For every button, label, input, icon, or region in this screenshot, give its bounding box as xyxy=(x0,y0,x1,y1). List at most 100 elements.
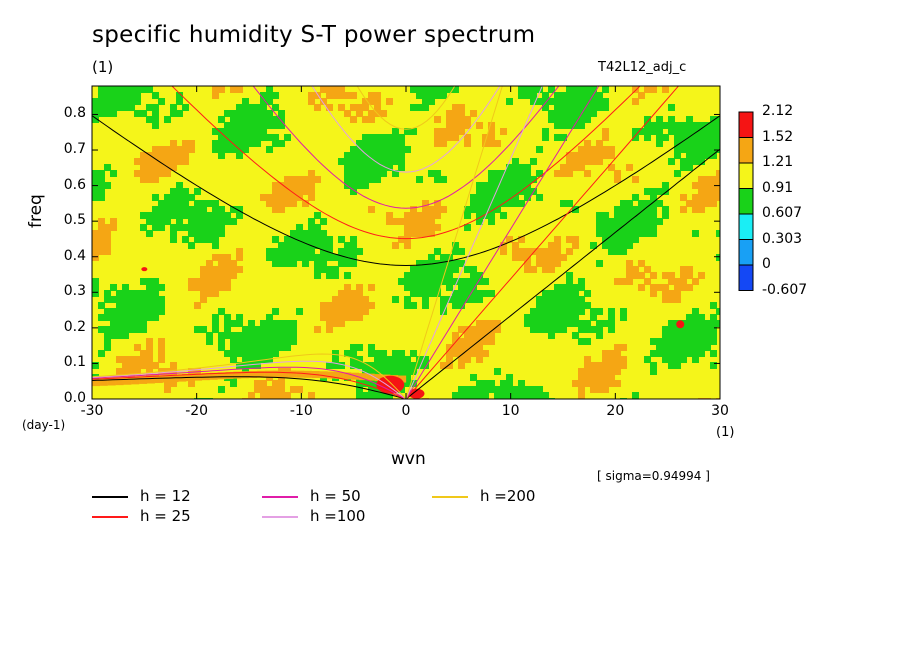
field-cell xyxy=(314,242,321,249)
field-cell xyxy=(500,248,507,255)
colorbar-level-label: 0.303 xyxy=(762,230,803,247)
field-cell xyxy=(212,242,219,249)
field-cell xyxy=(614,242,621,249)
field-cell xyxy=(626,230,633,237)
field-cell xyxy=(686,200,693,207)
field-cell xyxy=(206,278,213,285)
field-cell xyxy=(146,362,153,369)
field-cell xyxy=(230,338,237,345)
field-cell xyxy=(266,194,273,201)
field-cell xyxy=(452,266,459,273)
field-cell xyxy=(290,386,297,393)
field-cell xyxy=(272,380,279,387)
field-cell xyxy=(710,362,717,369)
field-cell xyxy=(632,272,639,279)
field-cell xyxy=(494,140,501,147)
field-cell xyxy=(434,278,441,285)
field-cell xyxy=(140,212,147,219)
field-cell xyxy=(350,290,357,297)
field-cell xyxy=(674,332,681,339)
field-cell xyxy=(446,272,453,279)
field-cell xyxy=(212,206,219,213)
field-cell xyxy=(392,362,399,369)
field-cell xyxy=(116,368,123,375)
field-cell xyxy=(356,158,363,165)
field-cell xyxy=(284,332,291,339)
field-cell xyxy=(554,248,561,255)
field-cell xyxy=(110,284,117,291)
field-cell xyxy=(416,176,423,183)
field-cell xyxy=(548,320,555,327)
field-cell xyxy=(584,302,591,309)
field-cell xyxy=(554,104,561,111)
field-cell xyxy=(566,104,573,111)
field-cell xyxy=(230,218,237,225)
field-cell xyxy=(146,170,153,177)
field-cell xyxy=(554,134,561,141)
field-cell xyxy=(590,98,597,105)
field-cell xyxy=(524,182,531,189)
field-cell xyxy=(218,140,225,147)
field-cell xyxy=(140,326,147,333)
field-cell xyxy=(338,104,345,111)
field-cell xyxy=(656,200,663,207)
field-cell xyxy=(650,128,657,135)
field-cell xyxy=(434,86,441,93)
field-cell xyxy=(146,116,153,123)
field-cell xyxy=(500,188,507,195)
field-cell xyxy=(146,296,153,303)
field-cell xyxy=(350,188,357,195)
field-cell xyxy=(422,296,429,303)
field-cell xyxy=(644,212,651,219)
field-cell xyxy=(254,128,261,135)
field-cell xyxy=(248,128,255,135)
field-cell xyxy=(578,278,585,285)
field-cell xyxy=(668,128,675,135)
field-cell xyxy=(350,308,357,315)
field-cell xyxy=(662,182,669,189)
field-cell xyxy=(326,320,333,327)
field-cell xyxy=(716,320,720,327)
field-cell xyxy=(230,260,237,267)
field-cell xyxy=(482,320,489,327)
field-cell xyxy=(434,266,441,273)
field-cell xyxy=(296,224,303,231)
field-cell xyxy=(530,158,537,165)
field-cell xyxy=(560,122,567,129)
field-cell xyxy=(104,248,111,255)
field-cell xyxy=(98,326,105,333)
field-cell xyxy=(674,356,681,363)
field-cell xyxy=(644,266,651,273)
field-cell xyxy=(428,212,435,219)
field-cell xyxy=(368,152,375,159)
field-cell xyxy=(278,326,285,333)
field-cell xyxy=(92,116,99,123)
field-cell xyxy=(506,188,513,195)
field-cell xyxy=(362,158,369,165)
field-cell xyxy=(236,104,243,111)
field-cell xyxy=(272,116,279,123)
field-cell xyxy=(674,284,681,291)
field-cell xyxy=(380,350,387,357)
field-cell xyxy=(134,290,141,297)
field-cell xyxy=(554,302,561,309)
field-cell xyxy=(224,350,231,357)
field-cell xyxy=(494,188,501,195)
field-cell xyxy=(350,176,357,183)
field-cell xyxy=(344,308,351,315)
field-cell xyxy=(572,152,579,159)
field-cell xyxy=(704,152,711,159)
field-cell xyxy=(590,386,597,393)
field-cell xyxy=(428,230,435,237)
field-cell xyxy=(530,308,537,315)
field-cell xyxy=(152,290,159,297)
field-cell xyxy=(314,326,321,333)
field-cell xyxy=(698,332,705,339)
field-cell xyxy=(266,338,273,345)
field-cell xyxy=(122,104,129,111)
field-cell xyxy=(470,344,477,351)
field-cell xyxy=(554,242,561,249)
field-cell xyxy=(470,386,477,393)
field-cell xyxy=(392,170,399,177)
field-cell xyxy=(542,326,549,333)
